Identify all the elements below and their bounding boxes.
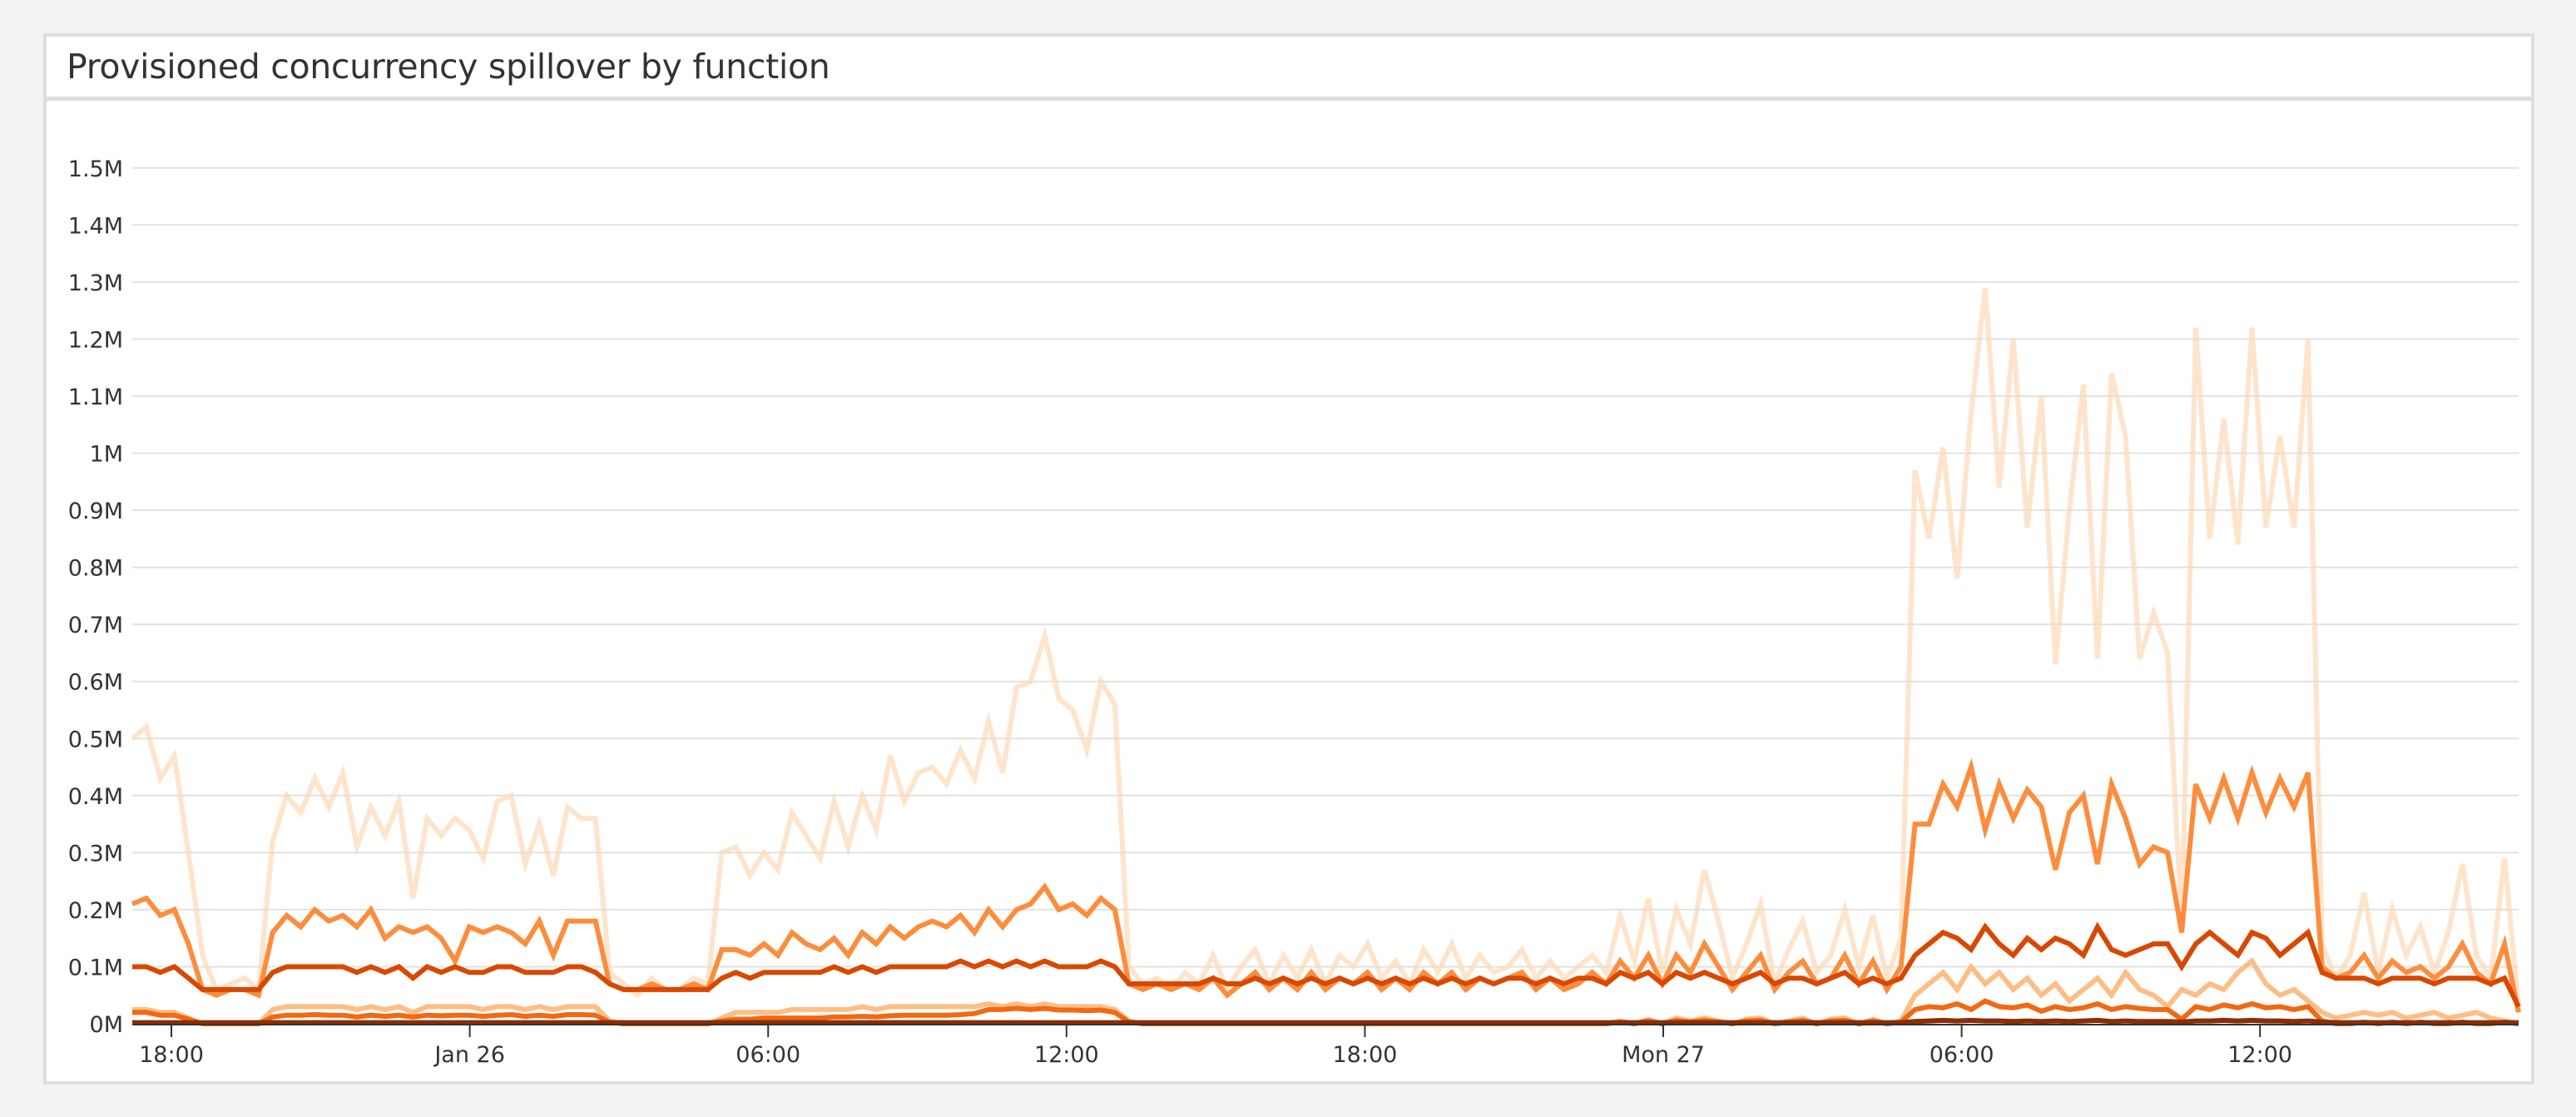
y-tick-label: 0.3M — [68, 841, 123, 866]
y-tick-label: 1.3M — [68, 271, 123, 296]
x-tick-label: 12:00 — [1034, 1042, 1099, 1068]
x-tick-label: Jan 26 — [433, 1042, 505, 1068]
x-tick-label: 18:00 — [1332, 1042, 1397, 1068]
y-tick-label: 0.9M — [68, 499, 123, 524]
y-tick-label: 0M — [90, 1012, 123, 1038]
y-tick-label: 1.4M — [68, 213, 123, 239]
series-line-function-6[interactable] — [132, 1017, 2519, 1025]
series-line-function-3[interactable] — [132, 921, 2521, 1008]
y-tick-label: 0.8M — [68, 556, 123, 582]
series-line-function-2[interactable] — [131, 757, 2521, 1013]
y-tick-label: 1.1M — [68, 385, 123, 410]
y-tick-label: 0.2M — [68, 898, 123, 924]
y-tick-label: 0.5M — [68, 727, 123, 752]
x-tick-label: Mon 27 — [1622, 1042, 1705, 1068]
x-tick-label: 06:00 — [1930, 1042, 1994, 1068]
panel-header: Provisioned concurrency spillover by fun… — [47, 37, 2531, 101]
y-tick-label: 1M — [90, 442, 123, 468]
y-tick-label: 1.5M — [68, 156, 123, 182]
x-tick-label: 18:00 — [139, 1042, 204, 1068]
y-gridlines — [132, 166, 2519, 968]
panel-title: Provisioned concurrency spillover by fun… — [67, 47, 830, 87]
y-axis-labels: 0M 0.1M 0.2M 0.3M 0.4M 0.5M 0.6M 0.7M 0.8M 0.9M 1M… — [68, 156, 123, 1038]
y-tick-label: 0.6M — [68, 670, 123, 696]
x-tick-label: 06:00 — [736, 1042, 800, 1068]
y-tick-label: 1.2M — [68, 327, 123, 353]
y-tick-label: 0.1M — [68, 955, 123, 980]
y-tick-label: 0.4M — [68, 784, 123, 810]
y-tick-label: 0.7M — [68, 613, 123, 638]
x-axis-ticks: 18:00 Jan 26 06:00 12:00 18:00 Mon 27 06:00 12:… — [139, 1025, 2292, 1068]
series-lines[interactable] — [131, 287, 2521, 1027]
x-tick-label: 12:00 — [2227, 1042, 2292, 1068]
